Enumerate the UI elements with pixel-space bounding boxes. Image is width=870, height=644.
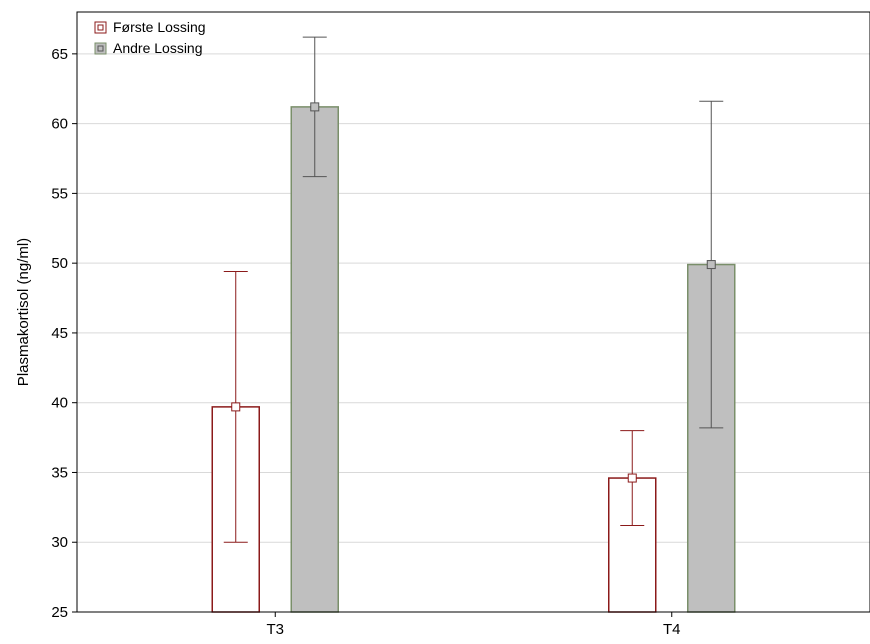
- y-tick-label-40: 40: [51, 395, 68, 412]
- y-tick-label-50: 50: [51, 255, 68, 272]
- legend-marker-forste-lossing: [97, 24, 104, 31]
- bar-andre-lossing-t3: [290, 106, 339, 613]
- error-bars: [223, 36, 724, 543]
- plot-frame: [76, 11, 870, 613]
- legend-item-forste-lossing: Første Lossing: [94, 19, 206, 35]
- legend-swatch-andre-lossing: [94, 42, 107, 55]
- y-tick-label-25: 25: [51, 604, 68, 621]
- y-axis: 25 30 35 40 45 50 55 60 65: [51, 46, 77, 621]
- mean-marker-forste-lossing-t4: [627, 473, 637, 483]
- mean-marker-andre-lossing-t3: [310, 102, 320, 112]
- mean-marker-forste-lossing-t3: [231, 402, 241, 412]
- y-tick-label-55: 55: [51, 185, 68, 202]
- mean-marker-andre-lossing-t4: [706, 260, 716, 270]
- legend-label-forste-lossing: Første Lossing: [113, 19, 206, 35]
- legend-label-andre-lossing: Andre Lossing: [113, 40, 203, 56]
- y-tick-label-65: 65: [51, 46, 68, 63]
- bars: [211, 106, 736, 613]
- x-tick-label-t4: T4: [663, 621, 681, 638]
- x-axis: T3 T4: [266, 612, 681, 638]
- y-tick-label-45: 45: [51, 325, 68, 342]
- legend-item-andre-lossing: Andre Lossing: [94, 40, 203, 56]
- grid-lines: [77, 53, 870, 543]
- y-tick-label-60: 60: [51, 116, 68, 133]
- x-tick-label-t3: T3: [266, 621, 284, 638]
- legend-swatch-forste-lossing: [94, 21, 107, 34]
- y-tick-label-30: 30: [51, 534, 68, 551]
- legend: Første Lossing Andre Lossing: [94, 19, 206, 56]
- legend-marker-andre-lossing: [97, 45, 104, 52]
- y-axis-label: Plasmakortisol (ng/ml): [15, 238, 32, 386]
- y-tick-label-35: 35: [51, 464, 68, 481]
